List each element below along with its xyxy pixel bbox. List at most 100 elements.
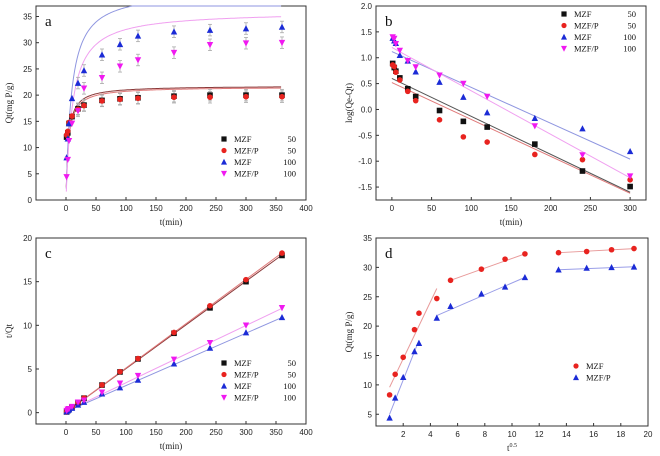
y-tick-label: 2.0 <box>361 2 373 11</box>
data-point-circle <box>608 246 615 253</box>
data-point-circle <box>391 63 398 70</box>
series-mzf-100 <box>63 23 286 161</box>
x-tick-label: 250 <box>209 204 223 213</box>
x-tick-label: 100 <box>119 204 133 213</box>
y-tick-label: 25 <box>363 293 372 302</box>
data-point-triangle-up <box>555 266 562 273</box>
fit-curve <box>65 87 282 189</box>
data-point-triangle-down <box>116 63 124 70</box>
data-point-triangle-down <box>206 42 214 49</box>
x-tick-label: 400 <box>299 428 313 437</box>
fit-segment <box>389 288 438 388</box>
data-point-triangle-up <box>221 158 227 165</box>
y-tick-label: 35 <box>23 12 32 21</box>
data-point-triangle-down <box>116 380 124 387</box>
data-point-circle <box>484 139 490 145</box>
data-point-triangle-down <box>396 47 404 54</box>
data-point-circle <box>99 98 105 104</box>
x-tick-label: 16 <box>589 430 598 439</box>
x-tick-label: 0 <box>64 428 69 437</box>
x-tick-label: 250 <box>584 204 598 213</box>
fit-segment <box>558 266 635 271</box>
data-point-circle <box>631 245 637 252</box>
data-point-triangle-up <box>278 313 286 321</box>
data-point-circle <box>135 95 141 102</box>
data-point-circle <box>135 355 141 362</box>
y-tick-label: 0 <box>28 196 33 205</box>
legend: MZF MZF/P <box>573 361 611 383</box>
data-point-triangle-down <box>436 72 443 79</box>
data-point-circle <box>207 302 213 309</box>
fit-line <box>391 82 631 194</box>
x-tick-label: 50 <box>92 428 101 437</box>
series-mzf-p-100 <box>389 34 634 180</box>
fit-line <box>391 77 631 193</box>
data-point-triangle-up <box>521 273 529 281</box>
y-tick-label: 20 <box>23 234 32 243</box>
legend-value: 100 <box>623 32 636 42</box>
x-tick-label: 200 <box>544 204 558 213</box>
data-point-circle <box>460 134 467 140</box>
data-point-square <box>221 136 227 142</box>
data-point-triangle-up <box>411 347 418 355</box>
data-point-triangle-down <box>74 399 82 406</box>
data-point-triangle-up <box>630 263 638 270</box>
series-mzf-p-100 <box>63 39 286 181</box>
data-point-triangle-up <box>242 329 250 336</box>
x-axis-label: t(min) <box>160 441 183 451</box>
data-point-triangle-down <box>80 397 88 404</box>
data-point-circle <box>69 113 75 119</box>
data-point-triangle-down <box>98 75 106 82</box>
data-point-circle <box>436 117 443 123</box>
x-tick-label: 14 <box>562 430 571 439</box>
data-point-triangle-up <box>400 373 407 381</box>
data-point-circle <box>561 22 567 29</box>
data-point-square <box>561 11 567 17</box>
data-point-triangle-down <box>80 85 88 92</box>
y-tick-label: 1.5 <box>361 28 373 37</box>
data-point-circle <box>243 276 249 283</box>
chart-panel-b: 0 50 100 150 200 250 300-1.5-1.0-0.50.00.51.01… <box>344 2 647 227</box>
data-point-circle <box>522 251 528 257</box>
data-point-square <box>532 141 538 147</box>
data-point-triangle-down <box>206 339 214 347</box>
data-point-triangle-down <box>483 93 491 100</box>
chart-panel-a: 0 50 100 150 200 250 300 350 40005101520253035t(… <box>4 5 313 227</box>
y-tick-label: 0.5 <box>361 80 373 89</box>
data-point-triangle-down <box>531 123 539 130</box>
data-point-triangle-up <box>412 68 419 75</box>
y-axis-label: Qt(mg P/g) <box>4 83 14 124</box>
fit-line <box>391 46 631 179</box>
x-tick-label: 0 <box>64 204 69 213</box>
series-mzf-p-50 <box>63 93 285 138</box>
data-point-circle <box>221 147 227 154</box>
series-mzf <box>386 245 637 398</box>
y-tick-label: 0 <box>28 409 33 418</box>
x-tick-label: 20 <box>644 430 653 439</box>
legend-label: MZF/P <box>574 44 599 54</box>
data-point-triangle-up <box>583 264 590 271</box>
data-point-triangle-up <box>460 93 467 100</box>
data-point-triangle-down <box>626 173 634 180</box>
data-point-square <box>627 183 633 190</box>
legend: MZF 50 MZF/P 50 MZF 100 MZF/P 100 <box>561 9 636 54</box>
data-point-triangle-down <box>170 49 178 57</box>
data-point-triangle-down <box>221 170 227 177</box>
data-point-circle <box>433 295 440 302</box>
data-point-circle <box>412 97 419 104</box>
legend-value: 100 <box>623 44 636 54</box>
data-point-triangle-up <box>531 114 539 122</box>
panel-label: d <box>385 246 393 262</box>
data-point-circle <box>279 93 285 100</box>
y-tick-label: 25 <box>23 65 32 74</box>
y-tick-label: 30 <box>363 263 372 272</box>
data-point-triangle-down <box>68 403 76 411</box>
data-point-circle <box>573 363 579 369</box>
data-point-triangle-up <box>501 283 509 290</box>
data-point-circle <box>65 128 71 135</box>
data-point-circle <box>81 102 87 109</box>
data-point-triangle-up <box>170 28 178 35</box>
data-point-triangle-down <box>242 40 250 47</box>
x-tick-label: 200 <box>179 204 193 213</box>
